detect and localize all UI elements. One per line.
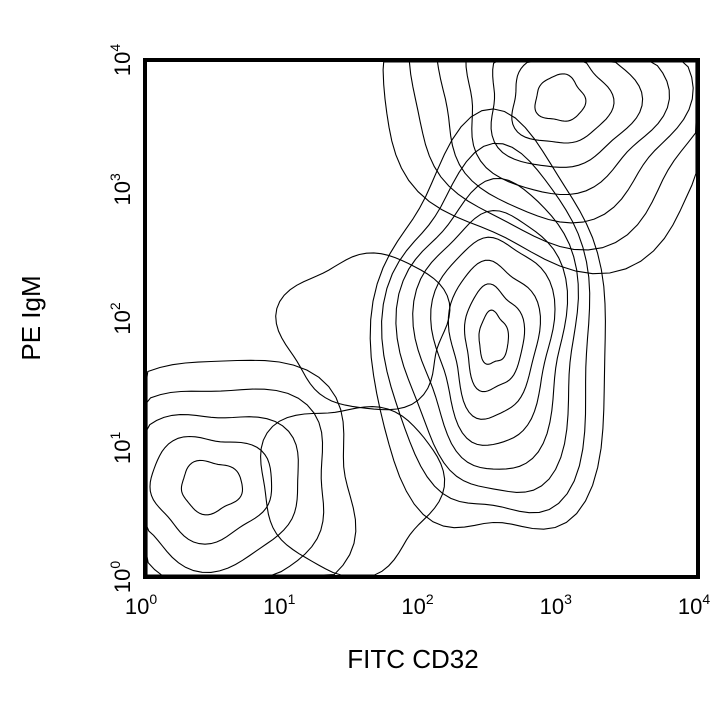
contour-line (276, 253, 450, 410)
contour-line (150, 437, 272, 545)
y-axis-ticks: 100 101 102 103 104 (107, 44, 135, 593)
x-tick-label: 103 (540, 591, 572, 619)
contour-line (479, 310, 509, 364)
contour-line (465, 284, 525, 392)
x-tick-label: 104 (678, 591, 710, 619)
y-tick-label: 101 (107, 431, 135, 463)
contour-line (535, 74, 586, 121)
contour-line (466, 62, 669, 195)
contour-line (431, 237, 555, 445)
contour-line (448, 260, 540, 419)
contour-line (261, 407, 445, 575)
contour-line (383, 62, 696, 274)
x-tick-label: 100 (125, 591, 157, 619)
y-axis-title: PE IgM (16, 275, 46, 360)
x-axis-title: FITC CD32 (347, 644, 478, 674)
contour-line (370, 109, 605, 529)
y-tick-label: 102 (107, 302, 135, 334)
contour-line (491, 62, 642, 167)
y-tick-label: 103 (107, 173, 135, 205)
contour-line (181, 460, 242, 514)
x-tick-label: 102 (401, 591, 433, 619)
x-tick-label: 101 (263, 591, 295, 619)
contour-line (147, 360, 356, 575)
contour-lines (147, 62, 696, 575)
x-axis-ticks: 100 101 102 103 104 (125, 591, 710, 619)
contour-line (147, 415, 298, 573)
y-tick-label: 104 (107, 44, 135, 76)
contour-line (382, 143, 590, 512)
y-tick-label: 100 (107, 561, 135, 593)
contour-line (413, 211, 568, 470)
contour-line (409, 62, 696, 250)
